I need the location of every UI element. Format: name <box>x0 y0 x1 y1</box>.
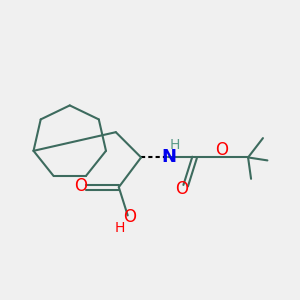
Text: N: N <box>162 148 177 166</box>
Text: H: H <box>115 221 125 235</box>
Text: O: O <box>176 180 189 198</box>
Text: O: O <box>215 141 228 159</box>
Text: O: O <box>74 177 87 195</box>
Text: O: O <box>123 208 136 226</box>
Text: H: H <box>170 138 181 152</box>
